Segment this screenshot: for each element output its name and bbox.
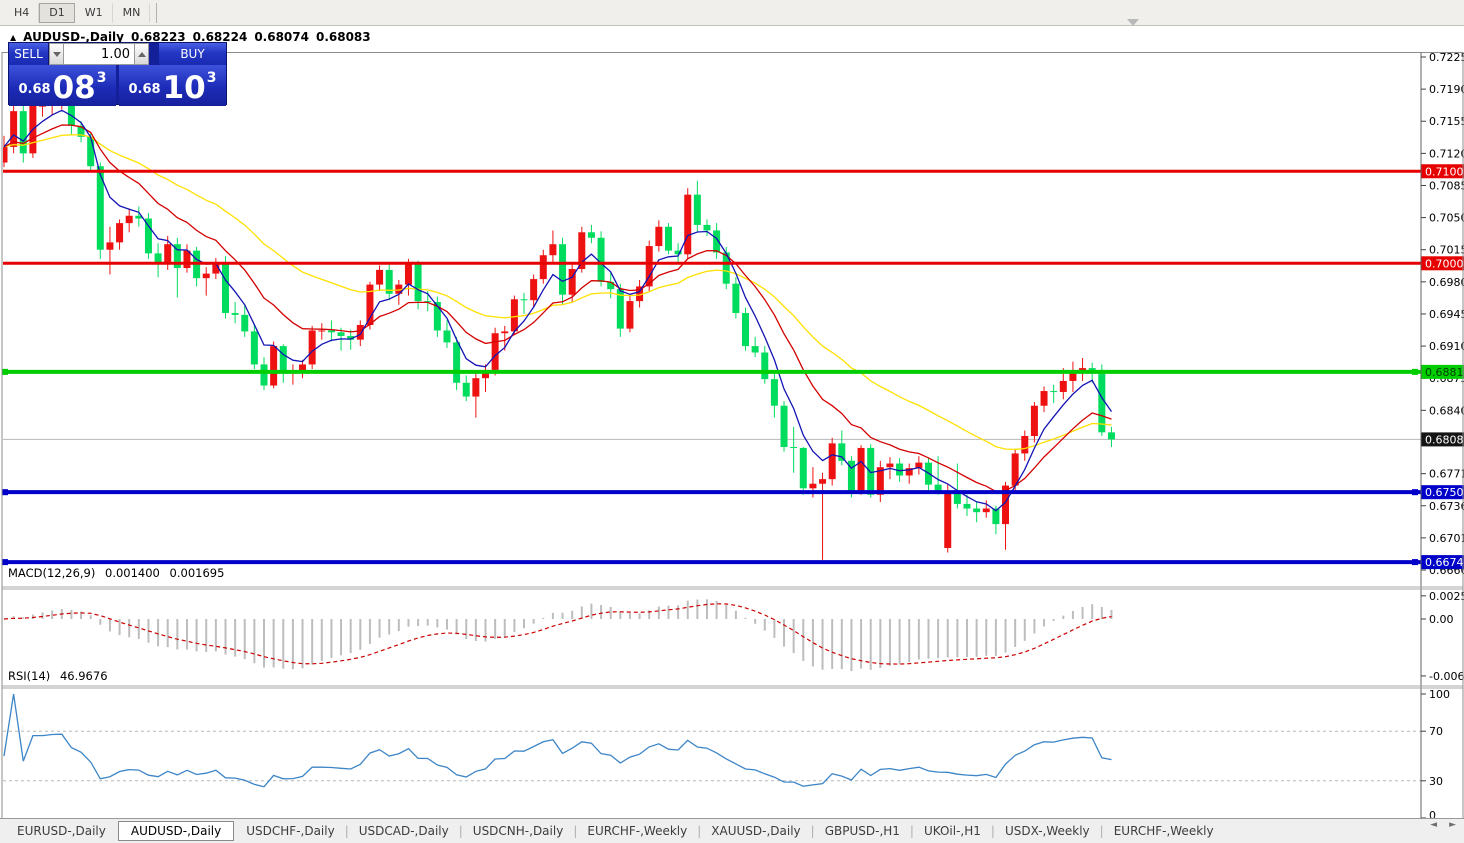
timeframe-button-w1[interactable]: W1 <box>75 2 113 23</box>
tab-separator: | <box>573 824 578 838</box>
svg-text:0.70150: 0.70150 <box>1429 244 1464 257</box>
svg-text:0.71550: 0.71550 <box>1429 115 1464 128</box>
timeframe-button-mn[interactable]: MN <box>113 2 151 23</box>
svg-text:0.68083: 0.68083 <box>1425 433 1464 446</box>
arrow-up-icon <box>137 51 146 57</box>
timeframe-toolbar: H4 D1 W1 MN <box>0 0 1464 26</box>
buy-price-prefix: 0.68 <box>128 82 161 97</box>
svg-text:0.67508: 0.67508 <box>1425 486 1464 499</box>
svg-text:0.70002: 0.70002 <box>1425 257 1464 270</box>
lot-size-input[interactable] <box>64 43 134 65</box>
buy-price-button[interactable]: 0.68 10 3 <box>119 65 226 106</box>
buy-price-pips: 10 <box>162 69 206 106</box>
svg-text:100: 100 <box>1429 688 1450 701</box>
candles-layer <box>3 87 1115 560</box>
svg-text:0.71005: 0.71005 <box>1425 165 1464 178</box>
tab-separator: | <box>909 824 914 838</box>
tab-separator: | <box>458 824 463 838</box>
price-axis: 0.72250 0.71900 0.71550 0.71200 0.70850 0.705… <box>1420 51 1464 822</box>
tab-navigation: ◄ ► <box>1430 820 1456 830</box>
svg-text:-0.006326: -0.006326 <box>1429 670 1464 683</box>
chart-tab-usdchf-daily[interactable]: USDCHF-,Daily <box>246 824 335 838</box>
chart-tab-eurchf-weekly[interactable]: EURCHF-,Weekly <box>587 824 688 838</box>
chart-tab-usdx-weekly[interactable]: USDX-,Weekly <box>1004 824 1090 838</box>
svg-text:0.70500: 0.70500 <box>1429 212 1464 225</box>
svg-text:70: 70 <box>1429 725 1443 738</box>
sell-price-button[interactable]: 0.68 08 3 <box>9 65 116 106</box>
svg-text:0.00: 0.00 <box>1429 613 1454 626</box>
macd-panel <box>3 599 1113 672</box>
rsi-name: RSI(14) <box>8 669 51 683</box>
sell-price-point: 3 <box>96 70 107 86</box>
chart-scroll-position-marker <box>1127 19 1139 26</box>
sell-button[interactable]: SELL <box>9 43 49 65</box>
macd-signal-value: 0.001695 <box>169 566 225 580</box>
chart-tab-ukoil-h1[interactable]: UKOil-,H1 <box>923 824 981 838</box>
svg-text:0.67710: 0.67710 <box>1429 468 1464 481</box>
svg-text:0.67360: 0.67360 <box>1429 500 1464 513</box>
chart-tab-eurusd-daily[interactable]: EURUSD-,Daily <box>17 824 106 838</box>
collapse-panel-icon[interactable]: ▲ <box>10 32 17 42</box>
svg-text:0.67010: 0.67010 <box>1429 532 1464 545</box>
buy-button[interactable]: BUY <box>159 43 226 65</box>
svg-text:0.002574: 0.002574 <box>1429 590 1464 603</box>
lot-decrease-button[interactable] <box>49 43 64 65</box>
svg-text:0.71200: 0.71200 <box>1429 147 1464 160</box>
one-click-trading-panel: SELL BUY 0.68 08 3 0.68 10 3 <box>8 42 227 106</box>
rsi-panel <box>3 693 1421 788</box>
sell-price-pips: 08 <box>52 69 96 106</box>
price-chart-canvas[interactable]: 0.72250 0.71900 0.71550 0.71200 0.70850 0.705… <box>0 26 1464 843</box>
ohlc-high: 0.68224 <box>192 30 248 44</box>
horizontal-lines-layer <box>2 169 1421 566</box>
arrow-down-icon <box>52 51 61 57</box>
tab-separator: | <box>990 824 995 838</box>
rsi-value: 46.9676 <box>59 669 108 683</box>
rsi-indicator-label: RSI(14) 46.9676 <box>8 669 114 683</box>
chart-tab-audusd-daily[interactable]: AUDUSD-,Daily <box>117 821 235 841</box>
timeframe-button-d1[interactable]: D1 <box>39 2 75 23</box>
sell-price-prefix: 0.68 <box>18 82 51 97</box>
tab-separator: | <box>344 824 349 838</box>
timeframe-button-h4[interactable]: H4 <box>4 2 40 23</box>
tab-separator: | <box>697 824 702 838</box>
symbol-label: AUDUSD-,Daily <box>23 30 124 44</box>
symbol-tab-bar: EURUSD-,Daily AUDUSD-,Daily USDCHF-,Daily |… <box>0 818 1464 843</box>
buy-price-point: 3 <box>206 70 217 86</box>
chart-tab-gbpusd-h1[interactable]: GBPUSD-,H1 <box>824 824 900 838</box>
chart-tab-usdcad-daily[interactable]: USDCAD-,Daily <box>358 824 449 838</box>
chart-window[interactable]: 0.72250 0.71900 0.71550 0.71200 0.70850 0.705… <box>0 26 1464 843</box>
svg-text:0.68819: 0.68819 <box>1425 366 1464 379</box>
main-price-panel <box>3 87 1421 560</box>
svg-text:0.66746: 0.66746 <box>1425 556 1464 569</box>
chart-tab-xauusd-daily[interactable]: XAUUSD-,Daily <box>711 824 801 838</box>
tab-separator: | <box>810 824 815 838</box>
ohlc-open: 0.68223 <box>131 30 186 44</box>
svg-text:0.68400: 0.68400 <box>1429 404 1464 417</box>
svg-text:0.69800: 0.69800 <box>1429 276 1464 289</box>
svg-text:0.71900: 0.71900 <box>1429 83 1464 96</box>
ohlc-low: 0.68074 <box>254 30 309 44</box>
chart-title: ▲ AUDUSD-,Daily 0.68223 0.68224 0.68074 … <box>10 30 371 44</box>
svg-text:0.70850: 0.70850 <box>1429 179 1464 192</box>
tab-nav-left-icon[interactable]: ◄ <box>1430 820 1438 830</box>
tab-nav-right-icon[interactable]: ► <box>1449 820 1456 830</box>
tab-separator: | <box>1099 824 1104 838</box>
macd-indicator-label: MACD(12,26,9) 0.001400 0.001695 <box>8 566 230 580</box>
macd-value: 0.001400 <box>105 566 160 580</box>
svg-text:0.72250: 0.72250 <box>1429 51 1464 64</box>
chart-tab-eurchf-weekly[interactable]: EURCHF-,Weekly <box>1113 824 1214 838</box>
svg-text:30: 30 <box>1429 775 1443 788</box>
chart-tab-usdcnh-daily[interactable]: USDCNH-,Daily <box>472 824 564 838</box>
svg-text:0: 0 <box>1429 809 1436 822</box>
lot-increase-button[interactable] <box>134 43 149 65</box>
svg-text:0.69450: 0.69450 <box>1429 308 1464 321</box>
ohlc-close: 0.68083 <box>315 30 371 44</box>
svg-text:0.69100: 0.69100 <box>1429 340 1464 353</box>
macd-name: MACD(12,26,9) <box>8 566 96 580</box>
